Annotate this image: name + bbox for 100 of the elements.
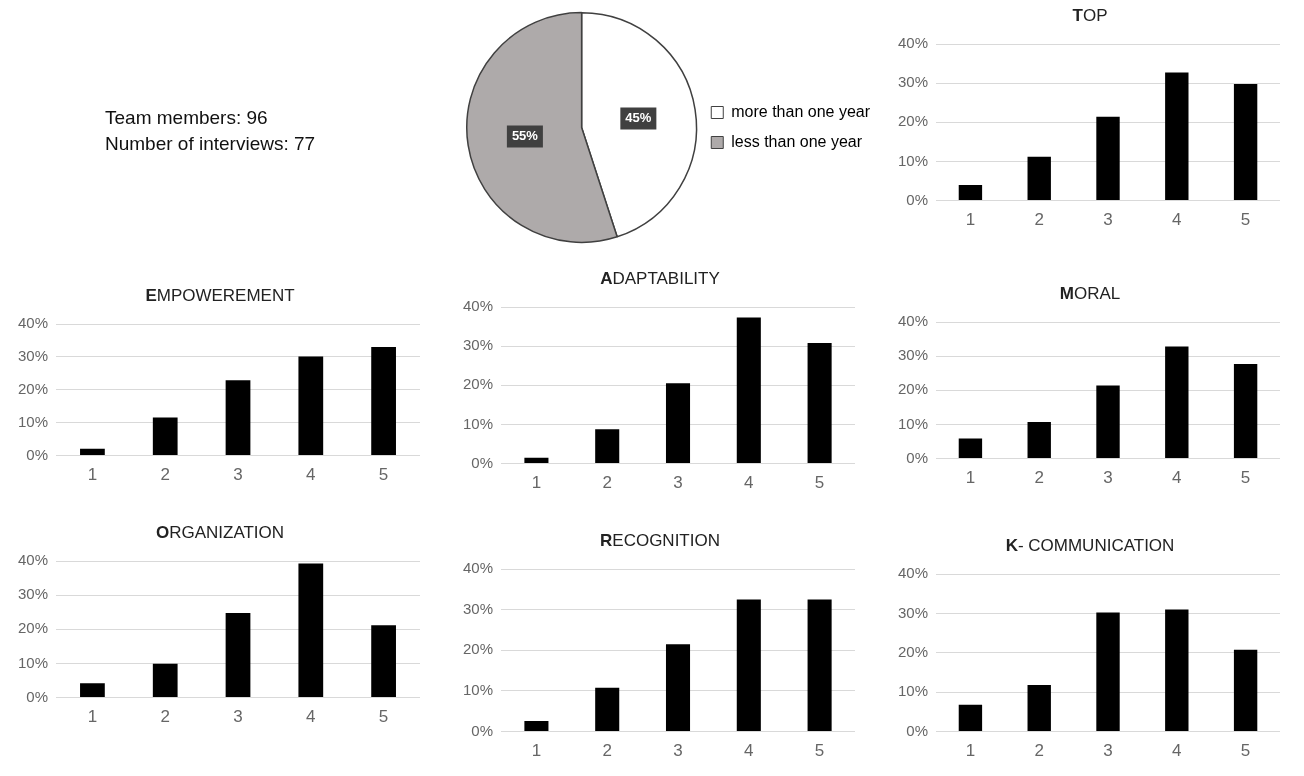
chart-title: MORAL: [1058, 283, 1122, 305]
y-tick-label: 0%: [26, 687, 49, 705]
y-tick-label: 40%: [462, 297, 494, 315]
bar: [1165, 346, 1189, 459]
y-tick-label: 20%: [897, 112, 929, 130]
y-tick-label: 20%: [462, 375, 494, 393]
y-tick-label: 10%: [462, 681, 494, 699]
bar: [665, 644, 691, 732]
x-tick-label: 5: [814, 473, 825, 493]
y-tick-label: 40%: [897, 564, 929, 582]
legend-label: more than one year: [731, 102, 871, 120]
x-tick-label: 1: [87, 707, 98, 727]
y-tick-label: 0%: [906, 190, 929, 208]
y-tick-label: 10%: [17, 412, 49, 430]
bar: [152, 663, 178, 698]
x-tick-label: 5: [378, 465, 389, 485]
bar: [80, 448, 105, 456]
bar: [958, 184, 983, 201]
y-tick-label: 20%: [897, 380, 929, 398]
y-tick-label: 30%: [17, 585, 49, 603]
bar: [524, 457, 549, 464]
x-tick-label: 3: [233, 707, 243, 727]
x-tick-label: 3: [233, 465, 243, 485]
chart-title: RECOGNITION: [599, 530, 721, 552]
bar: [524, 721, 549, 732]
y-tick-label: 20%: [897, 642, 929, 660]
y-tick-label: 10%: [17, 653, 49, 671]
bar: [1096, 116, 1120, 201]
y-tick-label: 0%: [26, 445, 49, 463]
bar: [225, 612, 251, 698]
x-tick-label: 5: [814, 741, 825, 761]
x-tick-label: 2: [1034, 468, 1044, 488]
chart-title: K- COMMUNICATION: [1004, 535, 1176, 557]
x-tick-label: 2: [1034, 210, 1044, 230]
y-tick-label: 30%: [462, 336, 494, 354]
bar: [298, 356, 324, 456]
y-tick-label: 10%: [897, 414, 929, 432]
chart-title: TOP: [1071, 5, 1109, 27]
y-tick-label: 30%: [462, 599, 494, 617]
text: Number of interviews: 77: [105, 132, 317, 156]
bar: [1165, 72, 1189, 201]
bar: [225, 380, 251, 456]
data-label: 55%: [511, 128, 539, 144]
x-tick-label: 2: [602, 741, 612, 761]
bar: [1233, 364, 1258, 459]
x-tick-label: 5: [1240, 210, 1251, 230]
x-tick-label: 2: [160, 465, 170, 485]
x-tick-label: 1: [965, 468, 976, 488]
x-tick-label: 3: [1103, 210, 1113, 230]
x-tick-label: 3: [673, 741, 683, 761]
bar: [371, 347, 396, 456]
x-tick-label: 4: [306, 465, 316, 485]
chart-title: ADAPTABILITY: [599, 268, 721, 290]
x-tick-label: 4: [306, 707, 316, 727]
bar: [1027, 422, 1051, 459]
chart-title: EMPOWEREMENT: [144, 285, 296, 307]
y-tick-label: 10%: [897, 682, 929, 700]
bar: [736, 317, 761, 464]
bar: [298, 563, 324, 698]
data-label: 45%: [625, 110, 652, 126]
y-tick-label: 0%: [471, 453, 494, 471]
x-tick-label: 5: [1240, 468, 1251, 488]
x-tick-label: 3: [1103, 741, 1113, 761]
legend-label: less than one year: [731, 132, 863, 150]
bar: [1027, 685, 1051, 732]
y-tick-label: 20%: [17, 619, 49, 637]
bar: [665, 383, 691, 464]
y-tick-label: 40%: [17, 314, 49, 332]
bar: [1027, 156, 1051, 201]
bar: [152, 417, 178, 456]
y-tick-label: 0%: [906, 721, 929, 739]
y-tick-label: 30%: [897, 603, 929, 621]
text: Team members: 96: [105, 106, 269, 130]
bar: [1233, 649, 1258, 732]
x-tick-label: 4: [744, 741, 754, 761]
x-tick-label: 1: [531, 473, 542, 493]
x-tick-label: 2: [602, 473, 612, 493]
x-tick-label: 2: [1034, 741, 1044, 761]
x-tick-label: 3: [1103, 468, 1113, 488]
x-tick-label: 1: [965, 741, 976, 761]
y-tick-label: 10%: [897, 151, 929, 169]
x-tick-label: 2: [160, 707, 170, 727]
y-tick-label: 0%: [906, 448, 929, 466]
y-tick-label: 40%: [897, 312, 929, 330]
bar: [807, 599, 832, 732]
y-tick-label: 40%: [897, 34, 929, 52]
bar: [80, 683, 105, 698]
x-tick-label: 3: [673, 473, 683, 493]
x-tick-label: 4: [1172, 210, 1182, 230]
bar: [371, 625, 396, 698]
x-tick-label: 1: [87, 465, 98, 485]
y-tick-label: 20%: [17, 379, 49, 397]
bar: [595, 429, 620, 464]
bar: [736, 599, 761, 732]
y-tick-label: 30%: [897, 73, 929, 91]
bar: [595, 687, 620, 732]
bar: [958, 438, 983, 459]
y-tick-label: 40%: [17, 551, 49, 569]
y-tick-label: 0%: [471, 721, 494, 739]
bar: [1096, 385, 1120, 459]
